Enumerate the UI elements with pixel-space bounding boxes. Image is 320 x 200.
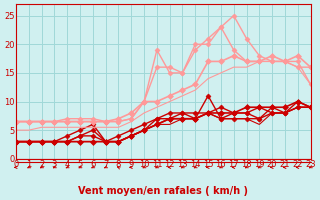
X-axis label: Vent moyen/en rafales ( km/h ): Vent moyen/en rafales ( km/h ) (78, 186, 248, 196)
